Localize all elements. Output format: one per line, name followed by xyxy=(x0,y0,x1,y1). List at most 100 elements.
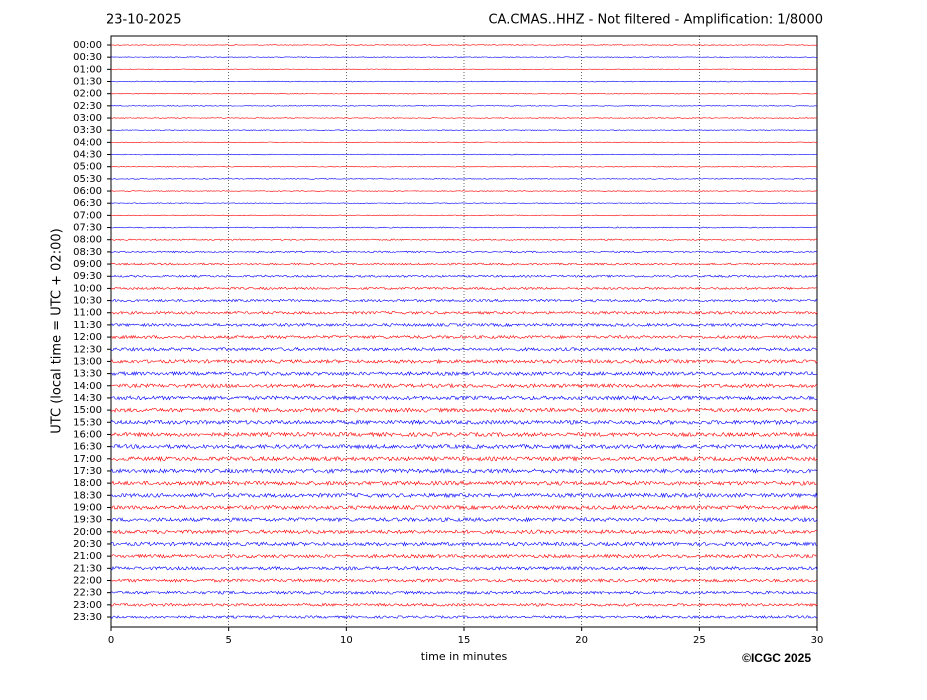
y-tick-label: 08:30 xyxy=(73,247,102,258)
trace xyxy=(110,298,818,303)
trace xyxy=(110,44,818,46)
y-tick-label: 13:30 xyxy=(73,369,102,380)
x-axis-label: time in minutes xyxy=(421,650,508,663)
trace xyxy=(110,615,818,619)
y-tick-label: 20:30 xyxy=(73,539,102,550)
y-tick-label: 22:00 xyxy=(73,575,102,586)
y-tick-label: 03:00 xyxy=(73,113,102,124)
trace xyxy=(110,468,818,474)
y-tick-label: 05:30 xyxy=(73,174,102,185)
y-tick-label: 20:00 xyxy=(73,527,102,538)
trace xyxy=(110,274,818,278)
y-tick-label: 21:00 xyxy=(73,551,102,562)
y-tick-label: 00:30 xyxy=(73,52,102,63)
y-tick-label: 23:00 xyxy=(73,600,102,611)
y-tick-label: 10:00 xyxy=(73,283,102,294)
trace xyxy=(110,80,818,83)
x-tick-label: 30 xyxy=(811,635,824,646)
credit: ©ICGC 2025 xyxy=(742,651,811,665)
y-tick-label: 18:30 xyxy=(73,490,102,501)
y-tick-label: 08:00 xyxy=(73,235,102,246)
trace xyxy=(110,238,818,241)
trace xyxy=(110,419,818,426)
trace xyxy=(110,105,818,107)
trace xyxy=(110,358,818,365)
y-tick-label: 15:00 xyxy=(73,405,102,416)
trace xyxy=(110,382,818,389)
trace xyxy=(110,370,818,377)
trace xyxy=(110,455,818,462)
trace xyxy=(110,346,818,352)
y-tick-label: 17:00 xyxy=(73,454,102,465)
trace xyxy=(110,310,818,315)
x-tick-label: 0 xyxy=(108,635,114,646)
trace xyxy=(110,250,818,254)
y-tick-label: 00:00 xyxy=(73,40,102,51)
y-tick-label: 02:00 xyxy=(73,89,102,100)
y-tick-label: 09:30 xyxy=(73,271,102,282)
trace xyxy=(110,190,817,192)
x-tick-label: 20 xyxy=(575,635,588,646)
y-tick-label: 01:00 xyxy=(73,64,102,75)
trace xyxy=(110,92,818,95)
y-axis-label: UTC (local time = UTC + 02:00) xyxy=(50,228,65,433)
chart-title: CA.CMAS..HHZ - Not filtered - Amplificat… xyxy=(488,13,823,28)
trace xyxy=(110,553,818,559)
y-tick-label: 17:30 xyxy=(73,466,102,477)
trace xyxy=(110,334,818,340)
trace xyxy=(110,226,818,229)
x-tick-label: 15 xyxy=(458,635,471,646)
y-tick-label: 05:00 xyxy=(73,162,102,173)
y-tick-label: 14:30 xyxy=(73,393,102,404)
y-tick-label: 12:30 xyxy=(73,344,102,355)
y-tick-label: 06:30 xyxy=(73,198,102,209)
y-tick-label: 09:00 xyxy=(73,259,102,270)
y-tick-label: 15:30 xyxy=(73,417,102,428)
y-tick-label: 13:00 xyxy=(73,356,102,367)
y-tick-label: 22:30 xyxy=(73,588,102,599)
x-tick-label: 10 xyxy=(340,635,353,646)
y-tick-label: 23:30 xyxy=(73,612,102,623)
trace xyxy=(110,214,818,217)
trace xyxy=(110,117,818,119)
trace xyxy=(110,541,818,547)
y-tick-label: 07:30 xyxy=(73,223,102,234)
y-tick-label: 04:00 xyxy=(73,137,102,148)
trace xyxy=(110,262,818,266)
trace xyxy=(110,129,817,131)
y-tick-label: 02:30 xyxy=(73,101,102,112)
chart-date: 23-10-2025 xyxy=(106,13,182,28)
trace xyxy=(110,480,817,486)
y-tick-label: 16:00 xyxy=(73,429,102,440)
y-tick-label: 11:00 xyxy=(73,308,102,319)
y-tick-label: 01:30 xyxy=(73,77,102,88)
trace xyxy=(110,516,818,523)
y-tick-label: 10:30 xyxy=(73,296,102,307)
y-tick-label: 03:30 xyxy=(73,125,102,136)
trace xyxy=(110,56,817,58)
y-tick-label: 21:30 xyxy=(73,563,102,574)
trace xyxy=(110,504,818,511)
trace xyxy=(110,602,818,607)
trace xyxy=(110,431,818,438)
y-tick-label: 14:00 xyxy=(73,381,102,392)
trace xyxy=(110,407,818,413)
trace xyxy=(110,286,818,291)
trace xyxy=(110,202,817,204)
y-tick-label: 06:00 xyxy=(73,186,102,197)
trace xyxy=(110,492,818,499)
trace xyxy=(110,443,818,450)
trace xyxy=(110,395,818,401)
x-tick-label: 25 xyxy=(693,635,706,646)
y-tick-label: 07:00 xyxy=(73,210,102,221)
trace xyxy=(110,565,818,571)
trace xyxy=(110,528,818,535)
y-tick-label: 12:00 xyxy=(73,332,102,343)
y-tick-label: 18:00 xyxy=(73,478,102,489)
y-tick-label: 19:00 xyxy=(73,502,102,513)
trace xyxy=(110,590,818,595)
plot-frame xyxy=(110,35,818,628)
y-tick-label: 16:30 xyxy=(73,442,102,453)
